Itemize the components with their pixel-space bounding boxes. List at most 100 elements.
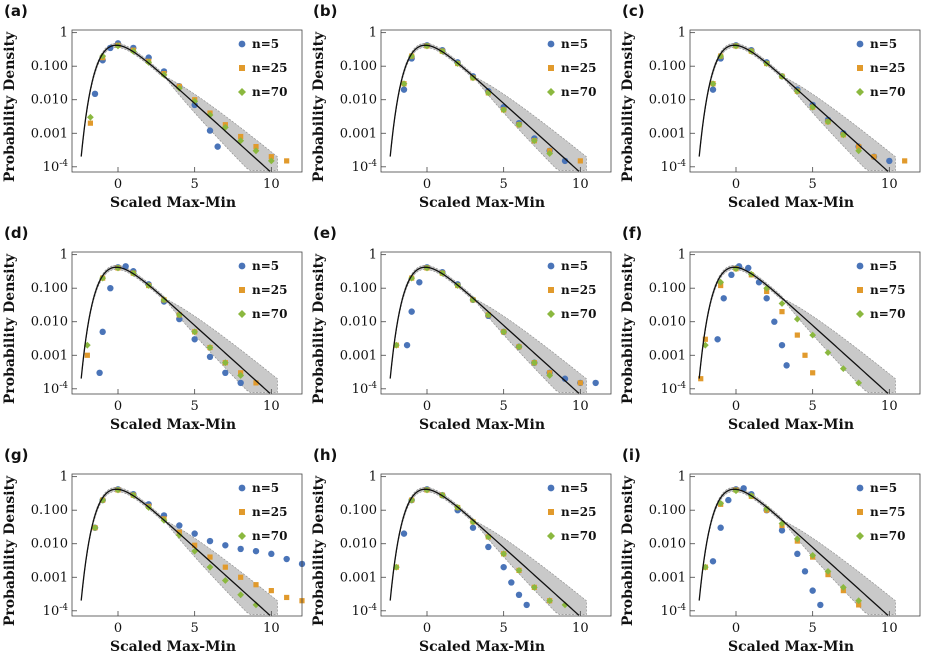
- data-point: [469, 518, 477, 526]
- data-point: [783, 362, 790, 369]
- panel-label: (i): [622, 446, 641, 464]
- data-point: [253, 144, 259, 150]
- data-point: [809, 551, 817, 559]
- data-point: [515, 343, 523, 351]
- x-axis-label: Scaled Max-Min: [110, 639, 236, 655]
- data-point: [717, 278, 725, 286]
- data-point: [546, 597, 554, 605]
- data-point: [763, 505, 771, 513]
- reference-curve: [389, 44, 580, 172]
- data-point: [122, 263, 129, 270]
- data-point: [530, 137, 538, 145]
- y-tick-label: 0.100: [649, 59, 686, 74]
- reference-curve: [698, 266, 889, 394]
- y-tick-label: 0.010: [340, 315, 377, 330]
- x-tick-label: 0: [732, 177, 740, 192]
- y-tick-label: 10-4: [43, 603, 69, 619]
- data-point: [484, 533, 492, 541]
- reference-curve: [698, 488, 889, 616]
- data-point: [222, 542, 229, 549]
- data-point: [214, 143, 221, 150]
- data-point: [778, 341, 786, 349]
- data-point: [114, 486, 122, 494]
- data-point: [206, 353, 214, 361]
- plot-frame: [689, 473, 921, 617]
- data-point: [810, 370, 816, 376]
- x-tick-label: 0: [114, 399, 122, 414]
- legend-marker: [239, 509, 245, 515]
- y-tick-label: 1: [678, 470, 686, 485]
- y-tick-label: 10-4: [661, 159, 687, 175]
- plot-frame: [689, 29, 921, 173]
- y-tick-label: 1: [369, 470, 377, 485]
- y-tick-label: 0.001: [649, 570, 686, 585]
- chart-panel: 0 5 10 1 0.100 0.010 0.001 10-4 Scaled Max-Min Pr…: [618, 222, 926, 442]
- legend-label: n=5: [870, 481, 897, 495]
- y-tick-label: 0.100: [649, 281, 686, 296]
- data-point: [238, 574, 244, 580]
- data-point: [207, 554, 213, 560]
- data-point: [252, 547, 260, 555]
- data-point: [268, 588, 274, 594]
- legend-marker: [547, 484, 555, 492]
- x-tick-label: 0: [423, 399, 431, 414]
- data-point: [725, 496, 732, 504]
- data-point: [206, 344, 214, 351]
- y-tick-label: 0.100: [31, 59, 68, 74]
- data-point: [253, 380, 259, 386]
- data-point: [160, 296, 168, 304]
- legend-marker: [856, 532, 864, 540]
- data-point: [284, 594, 290, 601]
- chart-svg: 0 5 10 1 0.100 0.010 0.001 10-4 Scaled Max-Min Pr…: [311, 446, 612, 655]
- x-tick-label: 10: [263, 177, 280, 192]
- legend-marker: [857, 65, 863, 71]
- data-point: [720, 295, 727, 302]
- data-point: [107, 284, 114, 292]
- x-tick-label: 5: [500, 621, 508, 636]
- data-point: [237, 545, 244, 553]
- data-point: [237, 379, 244, 387]
- y-tick-label: 0.001: [31, 570, 68, 585]
- data-point: [778, 300, 786, 307]
- chart-panel: 0 5 10 1 0.100 0.010 0.001 10-4 Scaled Max-Min Pr…: [0, 0, 308, 220]
- y-axis-label: Probability Density: [2, 475, 18, 626]
- data-point: [284, 158, 290, 164]
- data-point: [794, 332, 800, 338]
- data-point: [500, 563, 507, 571]
- reference-curve: [80, 488, 271, 616]
- data-point: [546, 372, 554, 379]
- y-axis-label: Probability Density: [311, 475, 327, 626]
- panel-label: (e): [313, 224, 337, 242]
- legend-marker: [547, 40, 555, 48]
- x-tick-label: 10: [263, 399, 280, 414]
- data-point: [91, 90, 99, 98]
- chart-svg: 0 5 10 1 0.100 0.010 0.001 10-4 Scaled Max-Min Pr…: [620, 446, 921, 655]
- plot-frame: [380, 29, 612, 173]
- x-axis-label: Scaled Max-Min: [728, 195, 854, 211]
- data-point: [577, 158, 583, 164]
- data-point: [484, 89, 492, 97]
- legend-label: n=5: [561, 481, 588, 495]
- data-point: [714, 336, 721, 343]
- x-axis-label: Scaled Max-Min: [110, 417, 236, 433]
- x-tick-label: 5: [809, 177, 817, 192]
- x-tick-label: 5: [809, 399, 817, 414]
- data-point: [824, 118, 832, 126]
- data-point: [546, 150, 554, 157]
- legend-label: n=70: [252, 529, 287, 543]
- legend-label: n=70: [561, 529, 596, 543]
- legend-marker: [547, 88, 555, 96]
- legend-label: n=5: [252, 481, 279, 495]
- data-point: [779, 309, 785, 315]
- data-point: [709, 86, 717, 93]
- data-point: [801, 568, 809, 575]
- data-point: [515, 567, 523, 574]
- data-point: [485, 543, 492, 551]
- data-point: [221, 123, 229, 131]
- data-point: [500, 328, 508, 336]
- y-tick-label: 0.001: [31, 348, 68, 363]
- data-point: [192, 542, 198, 548]
- panel-label: (c): [622, 2, 645, 20]
- data-point: [740, 485, 747, 492]
